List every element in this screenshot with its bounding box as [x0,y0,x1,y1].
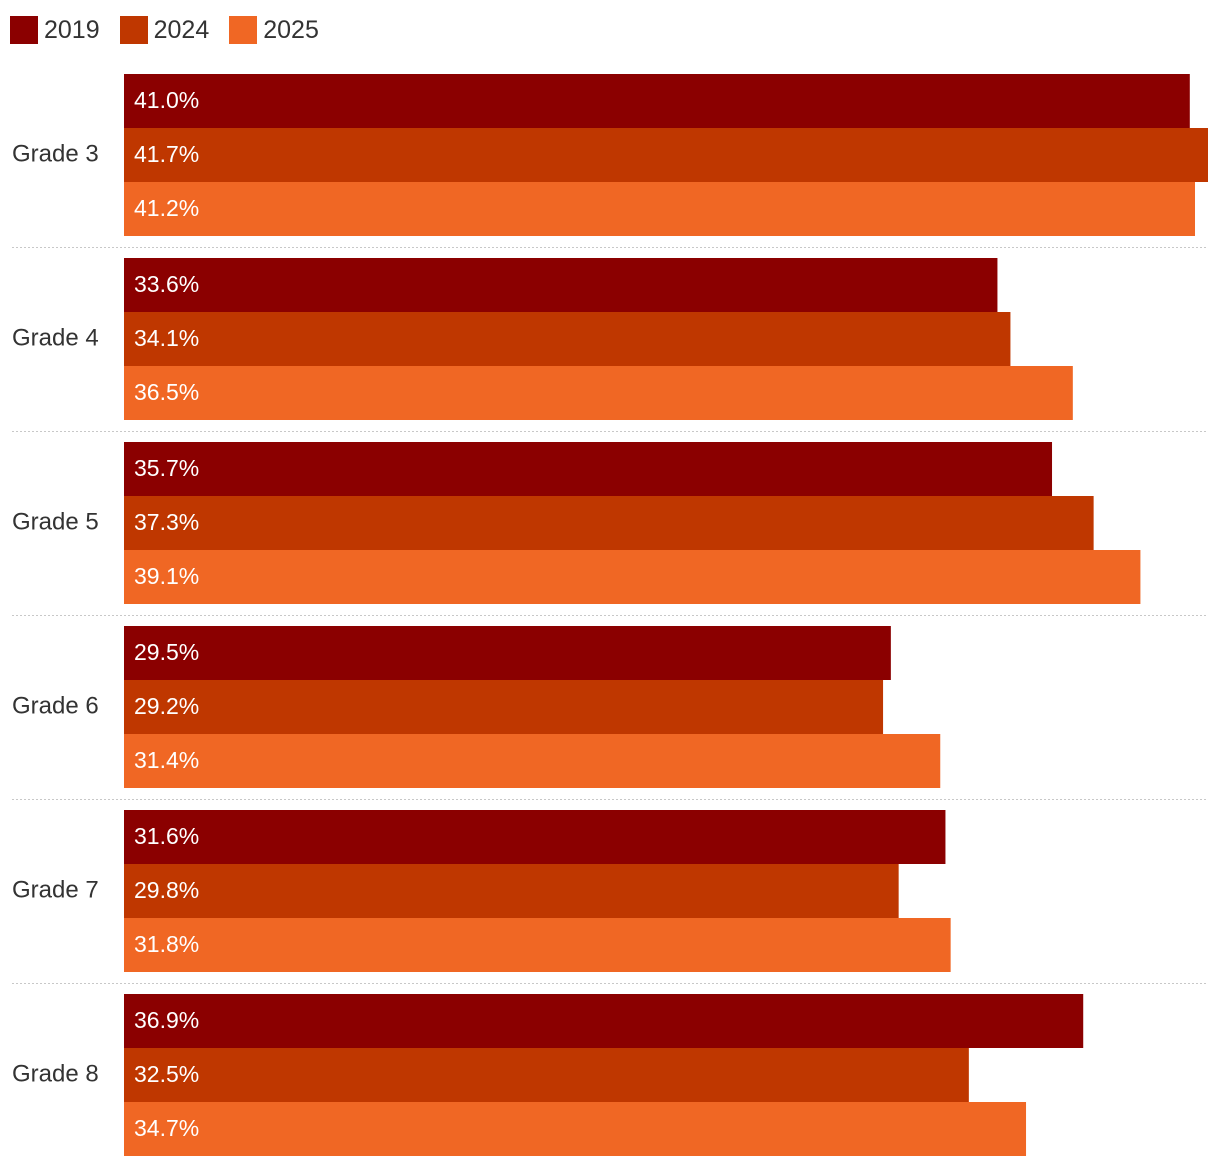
bar-2025 [124,734,941,788]
category-group: Grade 7 31.6% 29.8% 31.8% [12,810,951,972]
legend-swatch [229,16,258,44]
data-label: 34.1% [134,325,199,351]
category-group: Grade 6 29.5% 29.2% 31.4% [12,626,941,788]
bar-2019 [124,74,1190,128]
data-label: 31.6% [134,823,199,849]
data-label: 39.1% [134,563,199,589]
data-label: 29.5% [134,639,199,665]
bar-2019 [124,994,1084,1048]
data-label: 32.5% [134,1061,199,1087]
data-label: 36.9% [134,1007,199,1033]
bar-2024 [124,680,884,734]
bar-2024 [124,496,1094,550]
bar-2025 [124,550,1141,604]
bar-2025 [124,182,1196,236]
data-label: 33.6% [134,271,199,297]
data-label: 34.7% [134,1115,199,1141]
bar-2019 [124,442,1053,496]
data-label: 41.7% [134,141,199,167]
data-label: 41.2% [134,195,199,221]
category-group: Grade 4 33.6% 34.1% 36.5% [12,258,1073,420]
bar-2024 [124,1048,969,1102]
category-group: Grade 5 35.7% 37.3% 39.1% [12,442,1141,604]
data-label: 35.7% [134,455,199,481]
bar-2025 [124,1102,1027,1156]
category-label: Grade 6 [12,692,99,719]
legend-item-2024: 2024 [119,15,210,44]
data-label: 36.5% [134,379,199,405]
bar-2019 [124,258,998,312]
legend-swatch [10,16,38,44]
legend: 2019 2024 2025 [10,14,319,46]
category-group: Grade 8 36.9% 32.5% 34.7% [12,994,1084,1156]
legend-label: 2019 [44,15,100,44]
bar-2025 [124,918,951,972]
bar-2024 [124,128,1208,182]
data-label: 31.4% [134,747,199,773]
bar-2019 [124,626,891,680]
bar-2025 [124,366,1073,420]
legend-item-2019: 2019 [10,16,100,44]
legend-label: 2024 [153,15,210,44]
data-label: 29.2% [134,693,199,719]
data-label: 37.3% [134,509,199,535]
category-label: Grade 4 [12,324,99,351]
category-label: Grade 3 [12,140,99,167]
legend-swatch [119,16,148,44]
legend-item-2025: 2025 [229,16,319,44]
category-label: Grade 5 [12,508,99,535]
data-label: 41.0% [134,87,199,113]
data-label: 31.8% [134,931,199,957]
data-label: 29.8% [134,877,199,903]
bar-2024 [124,864,899,918]
bar-2024 [124,312,1011,366]
bar-2019 [124,810,946,864]
category-label: Grade 8 [12,1060,99,1087]
category-group: Grade 3 41.0% 41.7% 41.2% [12,74,1208,236]
category-label: Grade 7 [12,876,99,903]
legend-label: 2025 [263,15,319,44]
